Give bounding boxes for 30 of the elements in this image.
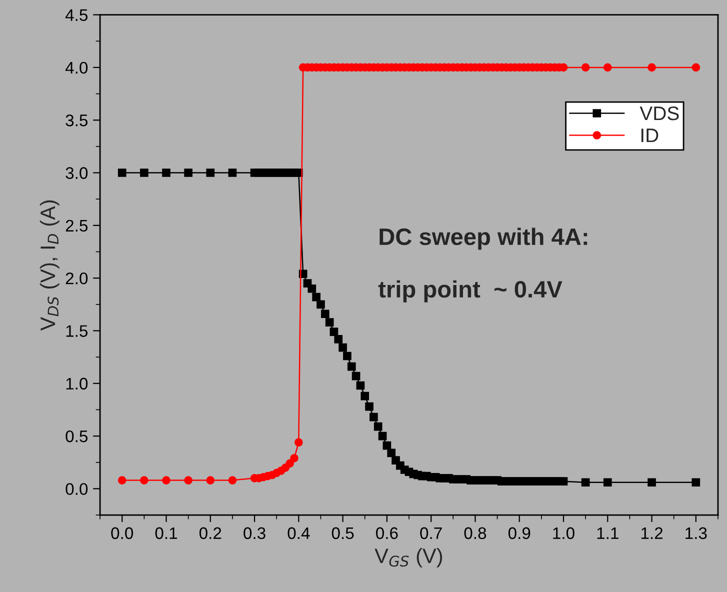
y-tick-label: 2.5 [66, 220, 88, 232]
x-tick-label: 0.1 [155, 527, 178, 540]
x-tick-label: 0.9 [508, 527, 530, 540]
annotation: trip point ~ 0.4V [378, 280, 562, 302]
y-tick-label: 1.5 [66, 325, 88, 337]
y-tick-label: 0.5 [66, 430, 88, 442]
text: 0.0 [66, 483, 88, 495]
text: 3.0 [66, 167, 88, 179]
x-tick-label: 0.5 [332, 527, 354, 540]
annotation: DC sweep with 4A: [380, 228, 588, 250]
legend-label: ID [641, 128, 658, 142]
x-tick-label: 1.1 [597, 527, 618, 539]
text: 4.0 [65, 62, 88, 74]
text: 0.0 [111, 527, 134, 540]
x-tick-label: 1.2 [641, 527, 663, 539]
y-tick-label: 4.5 [65, 9, 88, 22]
legend-label: VDS [640, 106, 679, 120]
x-tick-label: 0.7 [420, 527, 442, 540]
text: 2.0 [66, 272, 88, 284]
text: 1.0 [66, 378, 88, 390]
text: 1.0 [553, 527, 574, 540]
x-tick-label: 0.8 [464, 527, 486, 540]
y-axis-title: V$_{DS}$ (V), I$_{D}$ (A) [40, 200, 60, 331]
x-tick-label: 0.3 [244, 527, 266, 540]
x-axis-title: V$_{GS}$ (V) [374, 548, 442, 568]
x-tick-label: 0.2 [199, 527, 222, 540]
x-tick-label: 0.6 [376, 527, 398, 540]
y-tick-label: 3.5 [66, 114, 88, 126]
x-tick-label: 1.3 [686, 527, 707, 540]
x-tick-label: 0.4 [288, 527, 310, 540]
